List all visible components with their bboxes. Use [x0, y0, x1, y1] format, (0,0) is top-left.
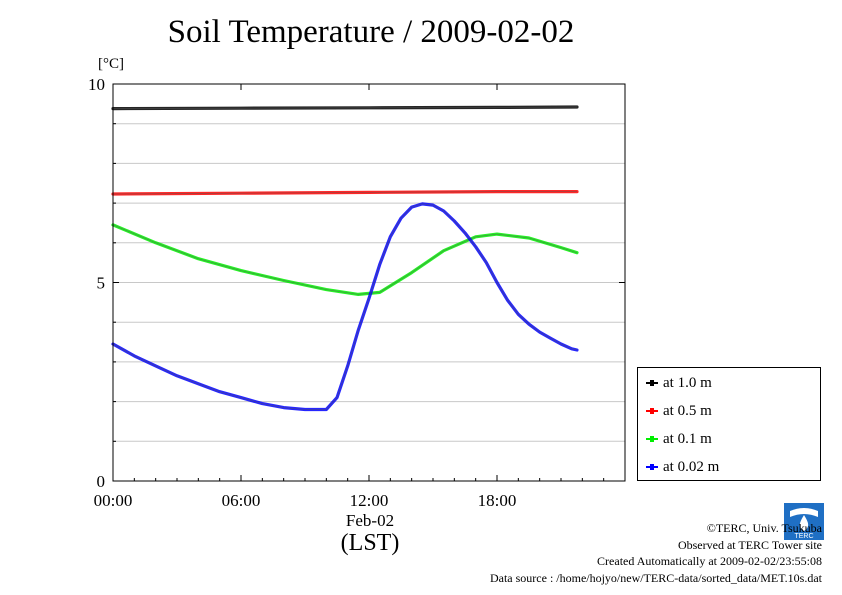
x-tick-label: 18:00: [478, 491, 517, 510]
credit-created: Created Automatically at 2009-02-02/23:5…: [597, 554, 822, 568]
legend-label: at 0.5 m: [663, 402, 712, 419]
series-line-core-2: [112, 224, 578, 295]
legend-label: at 0.1 m: [663, 430, 712, 447]
y-tick-label: 10: [88, 75, 105, 94]
legend-swatch-black: [646, 380, 658, 386]
x-tick-label: 06:00: [222, 491, 261, 510]
credit-source: Data source : /home/hojyo/new/TERC-data/…: [489, 570, 822, 585]
legend-label: at 0.02 m: [663, 458, 720, 475]
x-tick-label: 12:00: [350, 491, 389, 510]
x-axis-date-label: Feb-02: [345, 511, 395, 530]
legend-item-0-02m: at 0.02 m: [646, 457, 719, 477]
series-lines: [111, 105, 579, 412]
legend: at 1.0 m at 0.5 m at 0.1 m at 0.02 m: [637, 367, 821, 481]
series-line-core-0: [112, 106, 578, 109]
series-line-core-1: [112, 191, 577, 195]
credits-block: ©TERC, Univ. Tsukuba Observed at TERC To…: [490, 520, 822, 586]
axis-ticks: 0 5 10 00:00 06:00 12:00 18:00: [88, 75, 625, 510]
legend-item-0-5m: at 0.5 m: [646, 401, 712, 421]
credit-copyright: ©TERC, Univ. Tsukuba: [706, 521, 822, 535]
legend-swatch-blue: [646, 464, 658, 470]
legend-swatch-red: [646, 408, 658, 414]
grid-lines: [113, 123, 625, 442]
legend-item-1-0m: at 1.0 m: [646, 373, 712, 393]
legend-label: at 1.0 m: [663, 374, 712, 391]
legend-swatch-green: [646, 436, 658, 442]
terc-logo: TERC: [784, 503, 824, 540]
x-axis-label: (LST): [340, 530, 400, 556]
chart-title: Soil Temperature / 2009-02-02: [167, 14, 575, 50]
legend-item-0-1m: at 0.1 m: [646, 429, 712, 449]
y-tick-label: 5: [97, 274, 106, 293]
x-tick-label: 00:00: [94, 491, 133, 510]
logo-text: TERC: [794, 533, 813, 540]
y-tick-label: 0: [97, 472, 106, 491]
credit-site: Observed at TERC Tower site: [677, 537, 822, 552]
y-axis-unit-label: [°C]: [98, 56, 124, 72]
series-line-core-3: [112, 203, 578, 410]
